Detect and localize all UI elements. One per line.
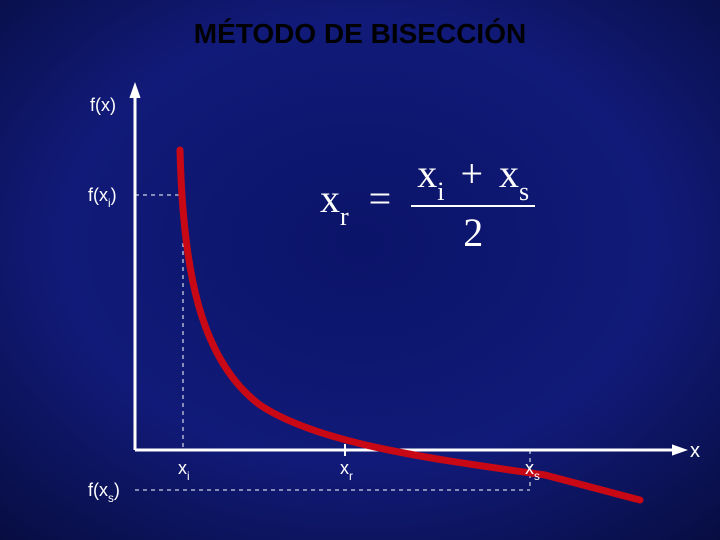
label-xr: xr — [340, 458, 353, 482]
formula-num-a-var: x — [417, 151, 437, 196]
formula-denominator: 2 — [411, 205, 535, 256]
slide-title-text: MÉTODO DE BISECCIÓN — [194, 18, 526, 49]
plot — [0, 0, 720, 540]
slide-title: MÉTODO DE BISECCIÓN — [0, 18, 720, 50]
formula-eq: = — [359, 176, 402, 221]
formula-num-b-sub: s — [519, 177, 529, 206]
formula-lhs-sub: r — [340, 202, 349, 231]
label-xi: xi — [178, 458, 190, 482]
label-fx: f(x) — [90, 95, 116, 116]
slide: MÉTODO DE BISECCIÓN f(x) f(xi) f(xs) xi … — [0, 0, 720, 540]
formula-fraction: xi + xs 2 — [411, 150, 535, 256]
formula-num-b-var: x — [499, 151, 519, 196]
formula-num-a-sub: i — [437, 177, 444, 206]
bisection-formula: xr = xi + xs 2 — [320, 150, 535, 256]
label-x-axis: x — [690, 440, 700, 463]
label-fxi: f(xi) — [88, 185, 117, 209]
label-xs: xs — [525, 458, 540, 482]
formula-lhs-var: x — [320, 176, 340, 221]
formula-numerator: xi + xs — [411, 150, 535, 205]
label-fxs: f(xs) — [88, 480, 120, 504]
formula-plus: + — [454, 151, 489, 196]
